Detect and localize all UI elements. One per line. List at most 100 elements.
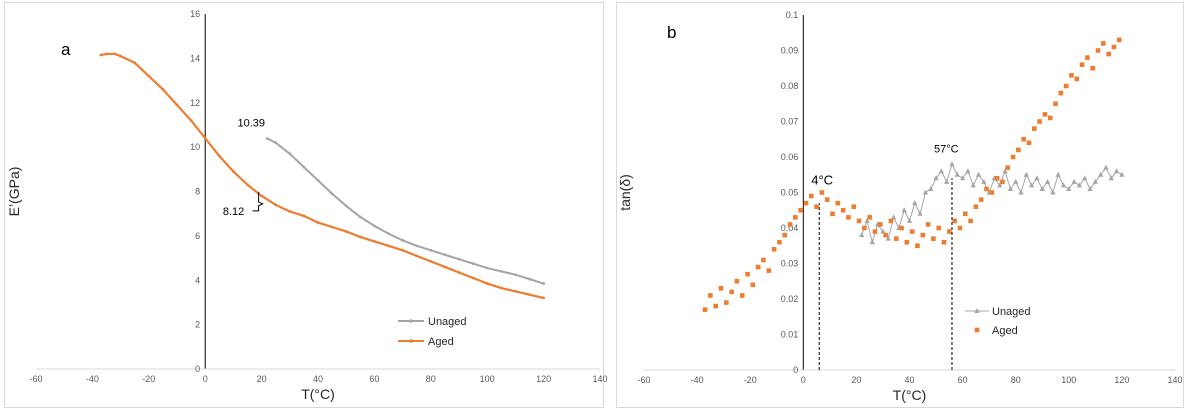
data-point-unaged (970, 182, 976, 188)
data-point-unaged (387, 232, 390, 236)
data-point-aged (1000, 179, 1005, 185)
x-tick-label: 120 (536, 374, 551, 384)
y-tick-label: 0.07 (781, 117, 799, 127)
data-point-aged (909, 229, 915, 234)
data-point-aged (373, 240, 376, 243)
data-point-aged (851, 204, 857, 209)
data-point-unaged (1002, 168, 1008, 174)
data-point-aged (745, 271, 750, 277)
data-point-aged (113, 52, 117, 56)
data-point-aged (1026, 140, 1032, 146)
data-point-aged (835, 200, 841, 206)
data-point-aged (893, 236, 899, 241)
data-point-unaged (1050, 189, 1056, 195)
data-point-unaged (1082, 175, 1088, 181)
y-axis-title: tan(δ) (617, 174, 633, 211)
chart-a-svg: -60 -40 -20 0 20 40 60 80 100 120 140 0 2 4 6 8 10 12 14 16… (6, 9, 608, 402)
data-point-unaged (330, 192, 334, 196)
data-point-aged (542, 296, 545, 300)
data-point-aged (260, 194, 263, 198)
data-point-unaged (997, 182, 1003, 188)
data-point-aged (499, 286, 503, 290)
data-point-aged (925, 222, 931, 227)
data-point-aged (883, 232, 888, 238)
x-tick-label: -20 (142, 374, 155, 384)
x-tick-label: 120 (1114, 375, 1129, 385)
legend-entry: Unaged (992, 306, 1031, 318)
data-point-aged (119, 54, 122, 58)
series-line-aged (100, 52, 544, 300)
legend-entry: Unaged (428, 316, 467, 328)
data-point-aged (989, 190, 995, 195)
chart-panel-b: -60 -40 -20 0 20 40 60 80 100 120 140 0 0.01 0.02 0.03… (616, 2, 1184, 408)
data-point-unaged (471, 262, 475, 266)
data-point-aged (787, 222, 793, 227)
data-point-aged (734, 278, 740, 284)
data-point-aged (867, 215, 872, 220)
data-point-aged (973, 204, 979, 209)
panel-label: a (61, 40, 71, 59)
y-tick-label: 0.05 (781, 188, 799, 198)
annotation-leader-line (252, 191, 264, 212)
x-tick-label: 60 (369, 374, 379, 384)
data-point-aged (274, 203, 278, 207)
data-point-aged (1021, 136, 1026, 142)
data-point-aged (316, 221, 320, 224)
data-point-aged (133, 61, 137, 65)
y-tick-label: 0 (195, 364, 200, 374)
series-line-unaged (266, 137, 544, 285)
data-point-aged (877, 222, 883, 227)
x-tick-label: 0 (203, 374, 208, 384)
data-point-unaged (954, 171, 960, 177)
data-point-unaged (274, 141, 278, 145)
data-point-unaged (912, 200, 918, 206)
data-point-unaged (1044, 178, 1051, 184)
data-point-aged (99, 53, 103, 57)
data-point-aged (931, 236, 936, 241)
data-point-aged (777, 239, 782, 245)
data-point-aged (978, 197, 984, 202)
data-point-unaged (514, 273, 517, 277)
x-tick-label: 100 (480, 374, 495, 384)
x-tick-label: -60 (29, 374, 42, 384)
data-point-unaged (429, 248, 433, 252)
data-point-aged (920, 232, 926, 238)
y-tick-label: 0.1 (786, 10, 799, 20)
data-point-unaged (1039, 185, 1045, 191)
y-tick-label: 2 (195, 320, 200, 330)
y-tick-label: 0.09 (781, 46, 799, 56)
data-point-aged (803, 200, 809, 206)
data-point-aged (1047, 115, 1053, 121)
data-point-unaged (1055, 171, 1061, 177)
data-point-unaged (890, 214, 897, 220)
data-point-aged (1063, 83, 1069, 89)
y-tick-label: 14 (190, 53, 200, 63)
data-point-aged (888, 218, 894, 224)
data-point-unaged (528, 277, 531, 281)
data-point-aged (1085, 55, 1090, 60)
data-point-aged (1074, 76, 1080, 82)
data-point-aged (161, 88, 165, 91)
data-point-aged (485, 282, 489, 285)
y-tick-label: 8 (195, 187, 200, 197)
data-point-aged (415, 254, 419, 258)
data-point-aged (856, 218, 862, 224)
data-point-unaged (1119, 171, 1125, 177)
data-point-aged (872, 229, 878, 234)
data-point-aged (994, 176, 1000, 181)
x-tick-label: 100 (1061, 375, 1076, 385)
data-point-aged (471, 276, 475, 280)
data-point-unaged (944, 178, 950, 184)
data-point-unaged (485, 266, 489, 270)
data-point-unaged (288, 152, 292, 156)
data-point-unaged (906, 217, 913, 223)
x-tick-label: 0 (801, 375, 806, 385)
legend-marker (409, 319, 413, 323)
data-point-aged (941, 239, 947, 245)
data-point-aged (1053, 101, 1058, 107)
data-point-unaged (457, 257, 461, 261)
data-point-aged (1069, 73, 1074, 78)
data-point-unaged (1098, 171, 1104, 177)
data-point-aged (457, 271, 461, 274)
data-point-aged (957, 225, 963, 231)
